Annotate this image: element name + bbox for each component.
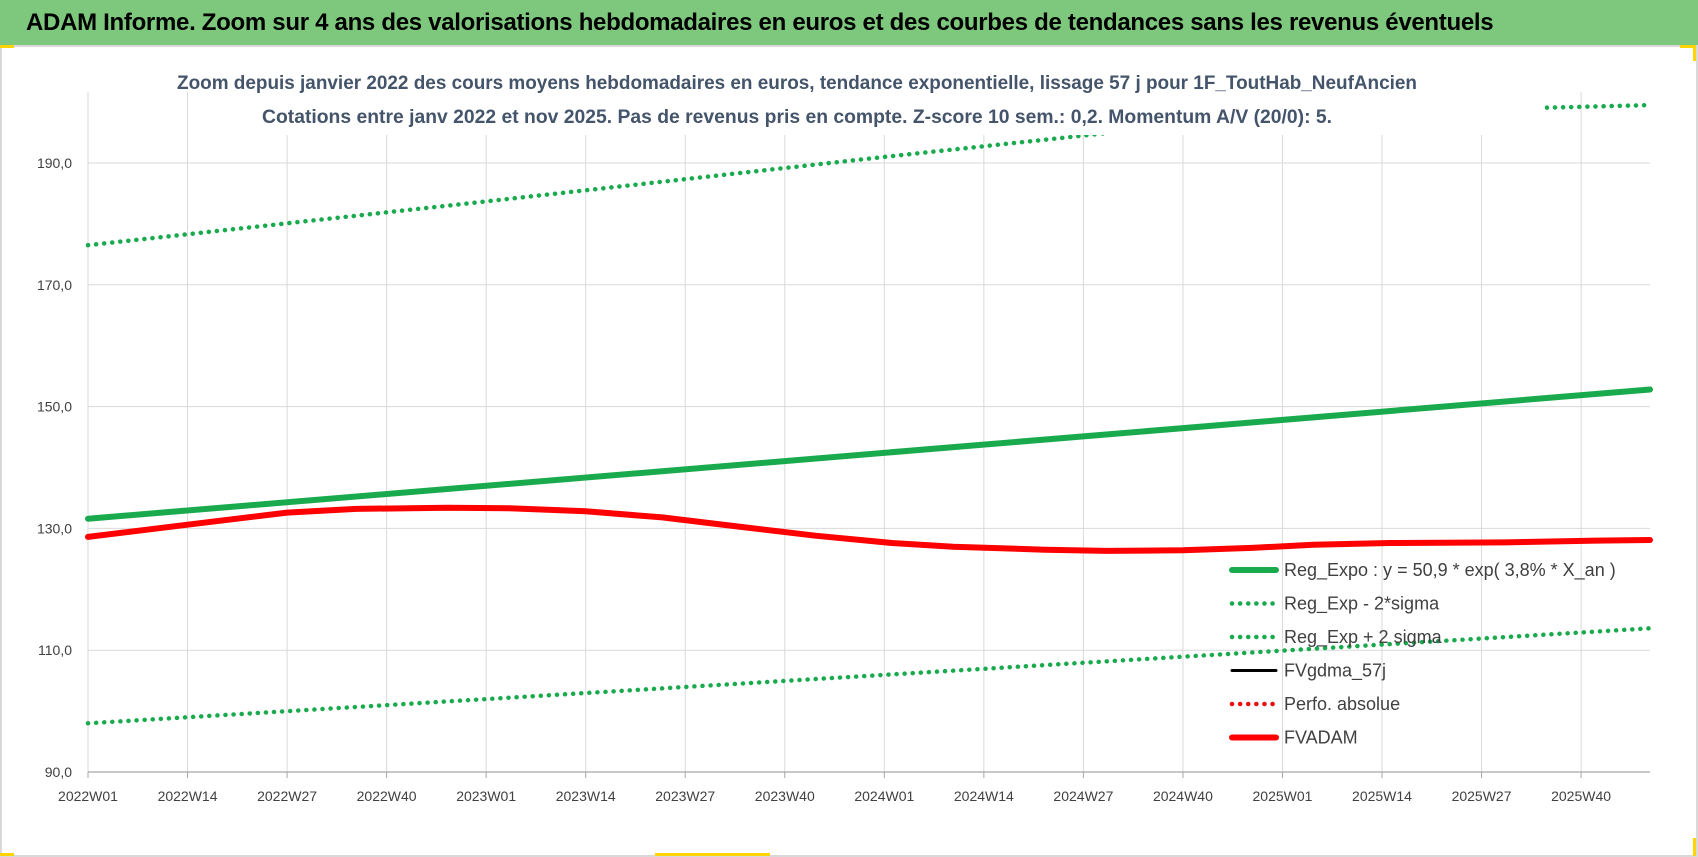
x-tick-label: 2022W40 [357,788,417,804]
x-tick-label: 2024W27 [1053,788,1113,804]
y-tick-label: 90,0 [45,764,72,780]
x-tick-label: 2023W01 [456,788,516,804]
x-tick-label: 2025W14 [1352,788,1412,804]
chart-series [85,102,1653,726]
series-line-6 [85,504,1653,554]
report-banner: ADAM Informe. Zoom sur 4 ans des valoris… [0,0,1698,45]
x-tick-label: 2023W40 [755,788,815,804]
x-tick-label: 2024W01 [854,788,914,804]
legend-label-5: Perfo. absolue [1284,694,1400,714]
x-tick-label: 2025W01 [1253,788,1313,804]
series-line-1 [85,386,1653,522]
frame-corner-top-left [0,45,14,48]
x-tick-label: 2025W27 [1452,788,1512,804]
frame-corner-bottom-right [1693,838,1696,856]
y-tick-label: 130,0 [37,520,72,536]
legend-label-2: Reg_Exp - 2*sigma [1284,594,1440,615]
chart-titles: Zoom depuis janvier 2022 des cours moyen… [177,60,1545,135]
y-tick-label: 150,0 [37,399,72,415]
chart-frame [0,45,1698,857]
x-tick-label: 2025W40 [1551,788,1611,804]
x-tick-label: 2024W40 [1153,788,1213,804]
y-tick-label: 190,0 [37,155,72,171]
chart-grid [87,92,1650,773]
series-line-2 [85,626,1653,726]
y-tick-label: 170,0 [37,277,72,293]
x-tick-label: 2022W14 [158,788,218,804]
chart-subtitle: Cotations entre janv 2022 et nov 2025. P… [262,107,1332,128]
report-title: ADAM Informe. Zoom sur 4 ans des valoris… [26,8,1494,36]
frame-handle-bottom [655,853,770,856]
chart-legend: Reg_Expo : y = 50,9 * exp( 3,8% * X_an )… [1229,560,1616,748]
chart-title: Zoom depuis janvier 2022 des cours moyen… [177,73,1417,94]
chart-axes: 90,0 110,0 130,0 150,0 170,0 190,0 2022W01 2022… [37,155,1650,804]
title-background [200,60,1545,135]
x-tick-label: 2024W14 [954,788,1014,804]
frame-corner-top-right [1680,45,1696,48]
x-tick-label: 2022W01 [58,788,118,804]
y-tick-label: 110,0 [38,642,72,658]
x-tick-label: 2023W27 [655,788,715,804]
legend-label-4: FVgdma_57j [1284,661,1386,682]
legend-label-3: Reg_Exp + 2 sigma [1284,627,1443,648]
frame-corner-right [1693,45,1696,61]
series-line-3 [85,102,1653,248]
legend-label-1: Reg_Expo : y = 50,9 * exp( 3,8% * X_an ) [1284,560,1616,581]
x-tick-label: 2023W14 [556,788,616,804]
legend-label-6: FVADAM [1284,728,1358,748]
frame-corner-bottom-left [0,853,14,856]
x-tick-label: 2022W27 [257,788,317,804]
